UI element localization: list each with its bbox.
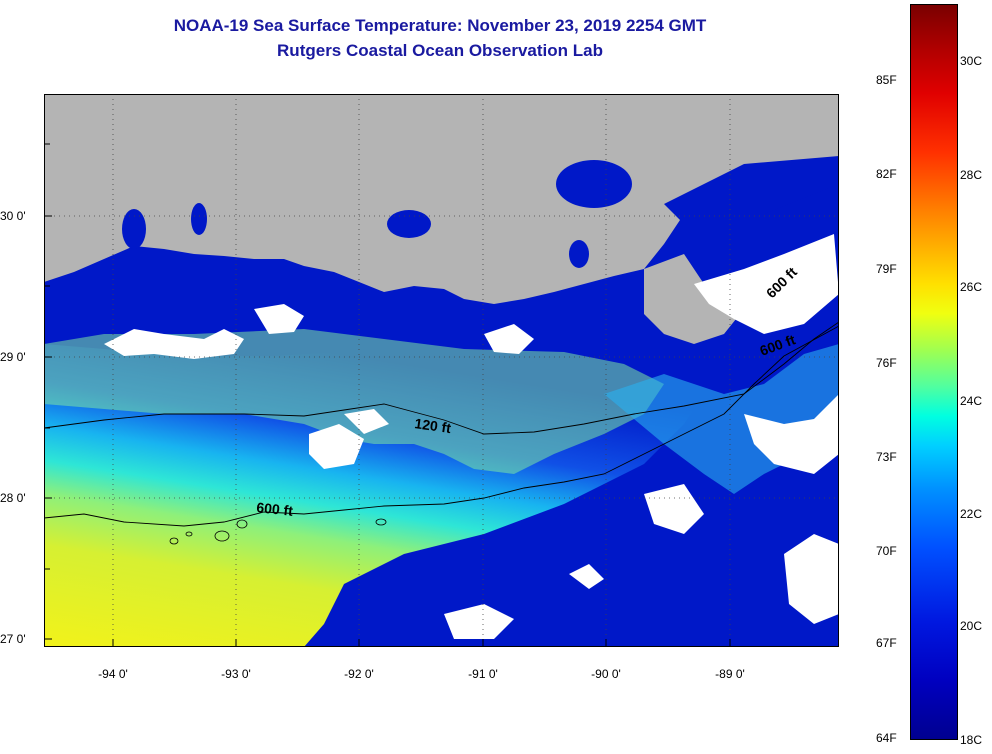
mississippi-sound — [664, 156, 839, 244]
transition-band — [44, 329, 664, 474]
lake — [387, 210, 431, 238]
sst-map: 120 ft 600 ft 600 ft 600 ft — [44, 94, 839, 647]
contour-label-120ft: 120 ft — [414, 415, 453, 436]
colorbar-c-label: 26C — [960, 280, 983, 294]
lake — [122, 209, 146, 249]
lat-label-29: 29 0' — [0, 350, 26, 364]
lon-label-89: -89 0' — [715, 667, 745, 681]
colorbar-f-label: 79F — [876, 262, 897, 276]
lake — [191, 203, 207, 235]
colorbar-f-label: 70F — [876, 544, 897, 558]
lake-pontchartrain — [556, 160, 632, 208]
contour-600ft — [44, 325, 839, 527]
land-delta — [644, 254, 744, 344]
colorbar-f-label: 67F — [876, 636, 897, 650]
lon-label-94: -94 0' — [98, 667, 128, 681]
colorbar-c-label: 30C — [960, 54, 983, 68]
colorbar-f-label: 76F — [876, 356, 897, 370]
colorbar-c-label: 20C — [960, 619, 983, 633]
colorbar-f-label: 82F — [876, 167, 897, 181]
map-frame — [44, 94, 839, 647]
contour-label-600ft-west: 600 ft — [256, 499, 294, 519]
lon-label-91: -91 0' — [468, 667, 498, 681]
lake — [569, 240, 589, 268]
axis-ticks — [44, 143, 731, 647]
colorbar-c-label: 24C — [960, 394, 983, 408]
graticule — [44, 94, 839, 647]
colorbar-f-label: 64F — [876, 731, 897, 745]
map-subtitle: Rutgers Coastal Ocean Observation Lab — [277, 41, 603, 60]
lat-label-28: 28 0' — [0, 491, 26, 505]
map-title: NOAA-19 Sea Surface Temperature: Novembe… — [173, 16, 707, 35]
colorbar-c-label: 28C — [960, 168, 983, 182]
contour-120ft — [44, 321, 839, 435]
colorbar-c-label: 18C — [960, 733, 983, 747]
colorbar-f-label: 73F — [876, 450, 897, 464]
lat-label-27: 27 0' — [0, 632, 26, 646]
lon-label-93: -93 0' — [221, 667, 251, 681]
temperature-colorbar — [910, 4, 958, 740]
lat-label-30: 30 0' — [0, 209, 26, 223]
land-louisiana — [44, 94, 839, 304]
contour-islands — [169, 518, 387, 545]
cloud-cover — [104, 234, 839, 639]
lon-label-90: -90 0' — [591, 667, 621, 681]
lon-label-92: -92 0' — [344, 667, 374, 681]
colorbar-c-label: 22C — [960, 507, 983, 521]
colorbar-f-label: 85F — [876, 73, 897, 87]
